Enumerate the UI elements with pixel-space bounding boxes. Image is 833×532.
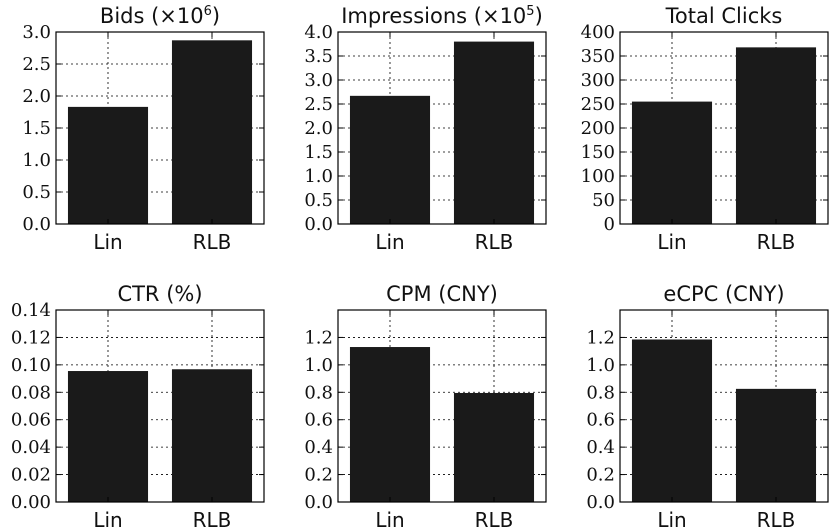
ytick-label: 0.4	[586, 437, 615, 458]
chart-title-text: eCPC (CNY)	[663, 282, 784, 306]
bar-lin	[67, 371, 149, 502]
ytick-label: 0.5	[304, 190, 333, 211]
ytick-label: 2.0	[22, 86, 51, 107]
ytick-label: 350	[581, 46, 615, 67]
chart-panel-4: 0.00 0.02 0.04 0.06 0.08 0.10 0.12 0.14 Lin RLB CT…	[11, 282, 265, 532]
xtick-label: Lin	[657, 508, 686, 532]
bar-lin	[349, 95, 431, 224]
ytick-label: 0	[604, 214, 615, 235]
ytick-label: 0.2	[304, 465, 333, 486]
chart-title: Total Clicks	[665, 4, 783, 28]
ytick-label: 0.04	[11, 437, 51, 458]
ytick-label: 50	[592, 190, 615, 211]
xtick-label: RLB	[475, 230, 514, 254]
chart-title-suffix: )	[212, 4, 220, 28]
chart-title-text: CTR (%)	[117, 282, 202, 306]
ytick-label: 3.5	[304, 46, 333, 67]
ytick-label: 100	[581, 166, 615, 187]
xtick-label: RLB	[193, 508, 232, 532]
ytick-label: 0.6	[586, 410, 615, 431]
ytick-label: 1.0	[22, 150, 51, 171]
ytick-label: 0.08	[11, 382, 51, 403]
ytick-label: 1.0	[586, 355, 615, 376]
chart-title-exponent: 6	[204, 4, 212, 19]
ytick-label: 4.0	[304, 22, 333, 43]
chart-title-suffix: )	[535, 4, 543, 28]
ytick-label: 2.0	[304, 118, 333, 139]
bar-rlb	[171, 369, 253, 502]
xtick-label: Lin	[93, 230, 122, 254]
ytick-label: 400	[581, 22, 615, 43]
ytick-label: 1.2	[586, 327, 615, 348]
ytick-label: 0.0	[304, 214, 333, 235]
ytick-label: 0.02	[11, 465, 51, 486]
ytick-label: 1.0	[304, 355, 333, 376]
chart-panel-6: 0.0 0.2 0.4 0.6 0.8 1.0 1.2 Lin RLB eCPC (CNY)	[586, 282, 829, 532]
bar-lin	[67, 106, 149, 224]
chart-title: CTR (%)	[117, 282, 202, 306]
ytick-label: 0.0	[22, 214, 51, 235]
bar-rlb	[735, 388, 817, 502]
ytick-label: 3.0	[304, 70, 333, 91]
chart-title-exponent: 5	[526, 4, 534, 19]
ytick-label: 2.5	[304, 94, 333, 115]
ytick-label: 0.10	[11, 355, 51, 376]
chart-panel-2: 0.0 0.5 1.0 1.5 2.0 2.5 3.0 3.5 4.0 Lin RLB Impress…	[304, 4, 547, 254]
bar-rlb	[453, 41, 535, 224]
ytick-label: 200	[581, 118, 615, 139]
xtick-label: RLB	[757, 230, 796, 254]
plot-frame	[55, 309, 265, 503]
chart-title-text: CPM (CNY)	[386, 282, 498, 306]
chart-panel-5: 0.0 0.2 0.4 0.6 0.8 1.0 1.2 Lin RLB CPM (CNY)	[304, 282, 547, 532]
ytick-label: 300	[581, 70, 615, 91]
xtick-label: RLB	[193, 230, 232, 254]
xtick-label: Lin	[375, 508, 404, 532]
ytick-label: 1.5	[22, 118, 51, 139]
chart-title: CPM (CNY)	[386, 282, 498, 306]
xtick-label: Lin	[375, 230, 404, 254]
plot-frame	[337, 309, 547, 503]
xtick-label: Lin	[657, 230, 686, 254]
chart-title: Impressions (×105)	[341, 4, 543, 28]
ytick-label: 0.12	[11, 327, 51, 348]
bar-lin	[631, 101, 713, 224]
chart-title-text: Total Clicks	[665, 4, 783, 28]
ytick-label: 0.06	[11, 410, 51, 431]
chart-title: eCPC (CNY)	[663, 282, 784, 306]
ytick-label: 3.0	[22, 22, 51, 43]
ytick-label: 1.0	[304, 166, 333, 187]
xtick-label: RLB	[757, 508, 796, 532]
bar-rlb	[453, 392, 535, 502]
chart-title-text: Bids (×10	[100, 4, 204, 28]
plot-frame	[619, 309, 829, 503]
ytick-label: 1.5	[304, 142, 333, 163]
bar-lin	[631, 339, 713, 502]
xtick-label: Lin	[93, 508, 122, 532]
ytick-label: 0.8	[586, 382, 615, 403]
chart-title-text: Impressions (×10	[341, 4, 526, 28]
ytick-label: 0.14	[11, 300, 51, 321]
bar-lin	[349, 347, 431, 502]
xtick-label: RLB	[475, 508, 514, 532]
chart-title: Bids (×106)	[100, 4, 220, 28]
ytick-label: 150	[581, 142, 615, 163]
chart-panel-3: 0 50 100 150 200 250 300 350 400 Lin RLB Total Clic…	[581, 4, 829, 254]
ytick-label: 0.4	[304, 437, 333, 458]
ytick-label: 1.2	[304, 327, 333, 348]
ytick-label: 0.5	[22, 182, 51, 203]
ytick-label: 250	[581, 94, 615, 115]
ytick-label: 0.0	[304, 492, 333, 513]
ytick-label: 0.00	[11, 492, 51, 513]
chart-panel-1: 0.0 0.5 1.0 1.5 2.0 2.5 3.0 Lin RLB Bids (×106)	[22, 4, 265, 254]
bar-rlb	[735, 47, 817, 224]
ytick-label: 0.6	[304, 410, 333, 431]
ytick-label: 0.8	[304, 382, 333, 403]
ytick-label: 2.5	[22, 54, 51, 75]
ytick-label: 0.0	[586, 492, 615, 513]
ytick-label: 0.2	[586, 465, 615, 486]
bar-rlb	[171, 40, 253, 224]
